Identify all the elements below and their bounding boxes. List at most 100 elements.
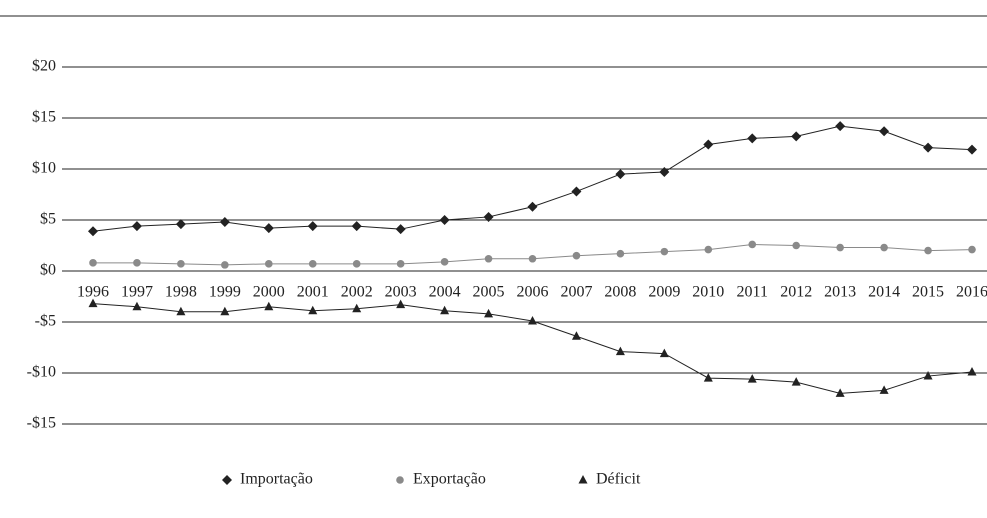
data-point — [572, 251, 581, 260]
data-point — [660, 247, 669, 256]
legend-label: Importação — [240, 471, 313, 488]
x-tick-label: 2009 — [648, 284, 680, 301]
x-tick-label: 1997 — [121, 284, 153, 301]
data-point — [704, 245, 713, 254]
data-point — [791, 131, 802, 142]
x-tick-label: 2014 — [868, 284, 900, 301]
x-tick-label: 2012 — [780, 284, 812, 301]
x-tick-label: 2002 — [341, 284, 373, 301]
x-tick-label: 1996 — [77, 284, 109, 301]
x-tick-label: 1998 — [165, 284, 197, 301]
data-point — [923, 371, 933, 380]
x-tick-label: 2013 — [824, 284, 856, 301]
data-point — [528, 254, 537, 263]
x-tick-label: 1999 — [209, 284, 241, 301]
data-point — [615, 346, 625, 356]
data-point — [396, 299, 406, 309]
data-point — [747, 133, 758, 144]
x-tick-label: 2003 — [385, 284, 417, 301]
data-point — [219, 217, 230, 228]
data-point — [132, 301, 142, 311]
y-tick-label: -$15 — [27, 415, 56, 432]
y-tick-label: $15 — [32, 109, 56, 126]
data-point — [967, 144, 977, 155]
data-point — [88, 298, 98, 308]
data-point — [484, 254, 493, 263]
data-point — [791, 377, 801, 386]
data-point — [527, 201, 538, 212]
data-point — [879, 126, 890, 137]
y-tick-label: -$10 — [27, 364, 56, 381]
data-point — [484, 308, 494, 318]
data-point — [307, 221, 318, 232]
y-tick-label: -$5 — [35, 313, 56, 330]
data-point — [616, 249, 625, 258]
legend-marker — [222, 475, 232, 485]
data-point — [308, 260, 317, 268]
data-point — [967, 366, 977, 376]
x-tick-label: 2007 — [560, 284, 592, 301]
data-point — [835, 121, 846, 132]
x-tick-label: 2004 — [429, 284, 461, 301]
data-point — [879, 385, 889, 394]
data-point — [528, 315, 537, 325]
y-tick-label: $10 — [32, 160, 56, 177]
data-point — [177, 260, 185, 268]
data-point — [748, 240, 757, 249]
data-point — [220, 306, 230, 316]
data-point — [395, 224, 406, 235]
data-point — [265, 260, 273, 268]
series-line — [92, 125, 973, 232]
legend-marker — [578, 475, 588, 484]
x-tick-label: 2000 — [253, 284, 285, 301]
data-point — [440, 305, 450, 315]
x-tick-label: 2005 — [473, 284, 505, 301]
data-point — [571, 331, 581, 340]
y-tick-label: $0 — [40, 262, 56, 279]
data-point — [89, 259, 97, 267]
x-tick-label: 2015 — [912, 284, 944, 301]
data-point — [968, 245, 976, 254]
data-point — [175, 219, 186, 230]
data-point — [352, 303, 362, 313]
data-point — [88, 226, 98, 237]
data-point — [264, 301, 274, 311]
data-point — [308, 305, 318, 315]
data-point — [923, 142, 934, 153]
data-point — [263, 223, 274, 234]
data-point — [396, 260, 405, 268]
data-point — [571, 186, 582, 197]
x-tick-label: 2008 — [604, 284, 636, 301]
data-point — [703, 373, 713, 382]
data-point — [351, 221, 362, 232]
y-tick-label: $20 — [32, 58, 56, 75]
legend-label: Exportação — [413, 471, 486, 488]
legend-marker — [396, 476, 404, 484]
x-tick-label: 2011 — [737, 284, 768, 301]
data-point — [659, 348, 669, 358]
legend-label: Déficit — [596, 471, 641, 488]
data-point — [659, 167, 670, 178]
data-point — [703, 139, 714, 150]
data-point — [133, 259, 141, 267]
data-point — [483, 211, 494, 222]
x-tick-label: 2001 — [297, 284, 329, 301]
data-point — [747, 374, 757, 383]
data-point — [792, 241, 800, 250]
y-tick-label: $5 — [40, 211, 56, 228]
data-point — [352, 260, 361, 268]
data-point — [439, 215, 450, 225]
data-point — [176, 306, 186, 316]
x-tick-label: 2010 — [692, 284, 724, 301]
data-point — [131, 221, 142, 232]
data-point — [835, 388, 845, 397]
data-point — [836, 243, 844, 252]
data-point — [880, 243, 888, 252]
data-point — [440, 258, 449, 266]
data-point — [221, 261, 229, 269]
x-tick-label: 2016 — [956, 284, 987, 301]
data-point — [924, 246, 932, 255]
data-point — [615, 169, 626, 180]
x-tick-label: 2006 — [517, 284, 549, 301]
